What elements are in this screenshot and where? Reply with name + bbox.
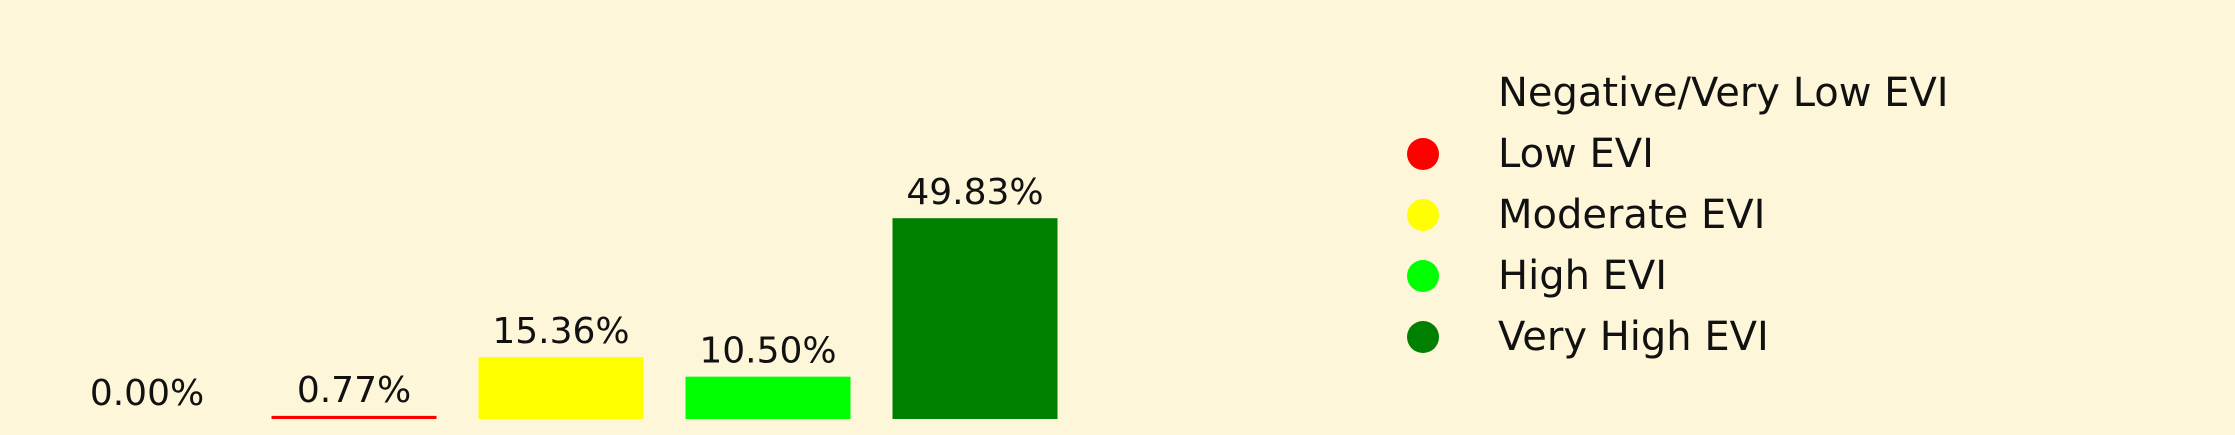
bar-very-high [892, 218, 1058, 419]
bar-high [685, 376, 851, 419]
legend-marker-high [1407, 260, 1439, 292]
legend: Negative/Very Low EVI Low EVI Moderate EVI… [1407, 70, 1949, 360]
legend-marker-very-high [1407, 321, 1439, 353]
bar-label-group: 0.00% 0.77% 15.36% 10.50% 49.83% [90, 172, 1044, 414]
legend-label-low: Low EVI [1498, 131, 1654, 177]
bar-value-label-negative-very-low: 0.00% [90, 373, 204, 414]
legend-marker-moderate [1407, 199, 1439, 231]
bar-low [271, 415, 437, 419]
bar-moderate [478, 357, 644, 419]
bar-group [271, 218, 1058, 419]
legend-label-high: High EVI [1498, 253, 1667, 299]
legend-label-very-high: Very High EVI [1498, 314, 1769, 360]
bar-value-label-high: 10.50% [699, 331, 836, 372]
legend-marker-low [1407, 138, 1439, 170]
bar-value-label-moderate: 15.36% [492, 311, 629, 352]
legend-label-moderate: Moderate EVI [1498, 192, 1765, 238]
legend-marker-negative-very-low [1407, 77, 1439, 109]
bar-value-label-low: 0.77% [297, 370, 411, 411]
legend-label-negative-very-low: Negative/Very Low EVI [1498, 70, 1949, 116]
bar-value-label-very-high: 49.83% [906, 172, 1043, 213]
